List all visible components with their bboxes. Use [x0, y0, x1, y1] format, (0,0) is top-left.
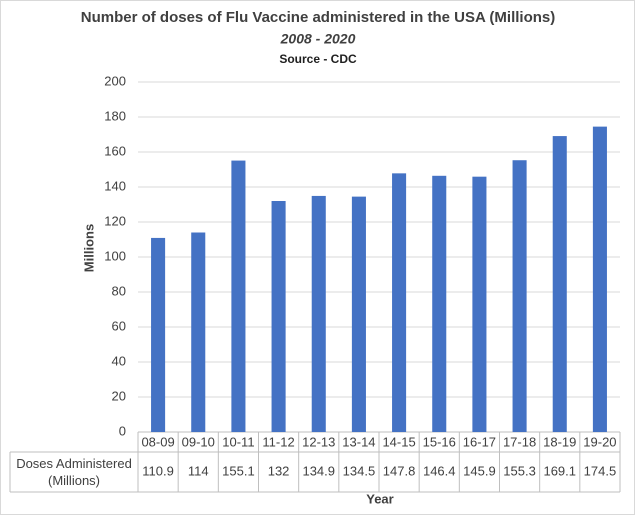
x-tick-label: 10-11 — [222, 434, 254, 449]
y-tick-label: 60 — [112, 318, 126, 333]
chart-subtitle: 2008 - 2020 — [280, 31, 356, 47]
table-value: 110.9 — [142, 463, 174, 478]
x-tick-label: 16-17 — [463, 434, 496, 449]
x-tick-label: 19-20 — [583, 434, 616, 449]
bar — [231, 160, 246, 432]
bar — [432, 175, 447, 433]
x-tick-label: 15-16 — [423, 434, 456, 449]
table-row-header: Doses Administered (Millions) — [16, 456, 132, 488]
series-name: Doses Administered (Millions) — [16, 456, 132, 488]
y-tick-label: 160 — [104, 143, 126, 158]
table-value: 145.9 — [463, 463, 496, 478]
y-axis-title: Millions — [81, 224, 96, 272]
table-value: 174.5 — [584, 463, 617, 478]
x-tick-label: 09-10 — [182, 434, 215, 449]
x-tick-label: 11-12 — [262, 434, 294, 449]
y-tick-label: 120 — [104, 213, 126, 228]
bar — [592, 126, 607, 432]
table-value: 134.9 — [302, 463, 335, 478]
bar — [472, 176, 487, 432]
y-tick-label: 140 — [104, 178, 126, 193]
table-value: 132 — [268, 463, 290, 478]
bar — [191, 232, 206, 432]
x-tick-label: 12-13 — [302, 434, 335, 449]
x-tick-label: 18-19 — [543, 434, 576, 449]
y-tick-label: 80 — [112, 283, 126, 298]
bar — [311, 195, 326, 432]
y-tick-label: 0 — [119, 423, 126, 438]
table-value: 114 — [188, 463, 209, 478]
y-tick-label: 200 — [104, 73, 126, 88]
bar — [351, 196, 366, 432]
x-tick-label: 08-09 — [141, 434, 174, 449]
bar — [392, 173, 407, 432]
bar — [512, 160, 527, 432]
chart-source: Source - CDC — [279, 52, 357, 66]
x-axis-title: Year — [366, 491, 393, 506]
table-value: 155.3 — [503, 463, 536, 478]
x-tick-label: 14-15 — [382, 434, 415, 449]
x-tick-label: 13-14 — [342, 434, 375, 449]
y-tick-label: 40 — [112, 353, 126, 368]
bar — [271, 201, 286, 432]
bar — [151, 237, 166, 432]
table-value: 155.1 — [222, 463, 255, 478]
table-value: 169.1 — [543, 463, 576, 478]
y-tick-label: 100 — [104, 248, 126, 263]
y-tick-label: 180 — [104, 108, 126, 123]
x-tick-label: 17-18 — [503, 434, 536, 449]
table-value: 146.4 — [423, 463, 456, 478]
y-tick-label: 20 — [112, 388, 126, 403]
chart-title: Number of doses of Flu Vaccine administe… — [81, 9, 556, 26]
bar — [552, 136, 567, 432]
table-value: 147.8 — [383, 463, 416, 478]
table-value: 134.5 — [343, 463, 376, 478]
